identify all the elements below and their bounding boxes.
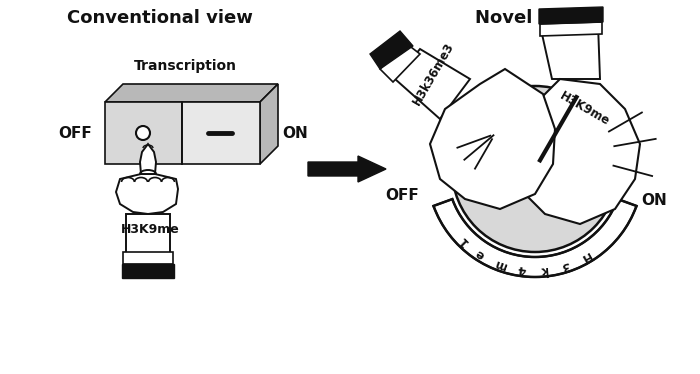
Text: ON: ON <box>641 193 667 208</box>
Text: k: k <box>540 263 548 276</box>
Text: H: H <box>578 248 593 264</box>
Polygon shape <box>123 252 173 264</box>
Polygon shape <box>542 24 600 79</box>
Polygon shape <box>510 79 640 224</box>
Polygon shape <box>430 69 555 209</box>
Polygon shape <box>433 199 636 277</box>
Text: e: e <box>474 246 488 262</box>
Polygon shape <box>539 7 603 24</box>
Text: m: m <box>493 256 508 272</box>
Text: H3K9me: H3K9me <box>558 89 612 129</box>
Polygon shape <box>370 31 413 69</box>
Polygon shape <box>126 214 170 262</box>
Text: 3: 3 <box>559 258 571 273</box>
Polygon shape <box>380 44 420 82</box>
Polygon shape <box>105 84 278 102</box>
Polygon shape <box>308 156 386 182</box>
Text: Novel view: Novel view <box>475 9 585 27</box>
Text: H3k36me3: H3k36me3 <box>410 40 456 108</box>
Text: 1: 1 <box>456 233 471 248</box>
Text: OFF: OFF <box>385 188 419 203</box>
Polygon shape <box>395 49 470 119</box>
Circle shape <box>136 126 150 140</box>
Text: OFF: OFF <box>58 126 92 141</box>
Polygon shape <box>182 102 260 164</box>
Polygon shape <box>540 22 602 36</box>
Polygon shape <box>105 102 182 164</box>
Polygon shape <box>260 84 278 164</box>
Text: ON: ON <box>282 126 308 141</box>
Circle shape <box>452 86 618 252</box>
Text: Transcription: Transcription <box>134 59 237 73</box>
Polygon shape <box>116 174 178 214</box>
Polygon shape <box>140 144 156 174</box>
Polygon shape <box>122 264 174 278</box>
Text: 4: 4 <box>517 262 527 276</box>
Text: Conventional view: Conventional view <box>67 9 253 27</box>
Text: H3K9me: H3K9me <box>120 223 179 236</box>
